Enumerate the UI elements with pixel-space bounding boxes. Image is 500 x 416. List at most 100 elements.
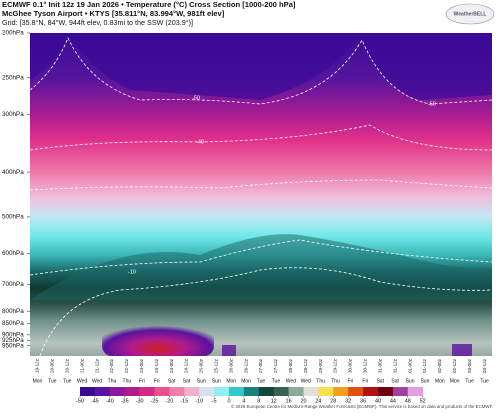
colorbar-tick-label: 36 [360, 398, 366, 404]
x-tick-label: 25-00z [199, 358, 204, 373]
weekday-label: Sat [168, 378, 176, 384]
weekday-label: Tue [465, 378, 474, 384]
colorbar-tick-label: -30 [136, 398, 144, 404]
x-tick-label: 25-12z [214, 358, 219, 373]
x-tick-label: 23-12z [154, 358, 159, 373]
x-tick-label: 03-12z [482, 358, 487, 373]
x-tick-label: 26-00z [228, 358, 233, 373]
weekday-label: Wed [77, 378, 87, 384]
y-tick-label: 400hPa [2, 169, 24, 176]
colorbar-segment [363, 387, 379, 396]
colorbar-segment [124, 387, 140, 396]
contour-line [39, 267, 493, 357]
weekday-label: Sat [376, 378, 384, 384]
colorbar-segment [214, 387, 230, 396]
logo: WeatherBELL [454, 11, 487, 17]
colorbar-tick-label: -25 [151, 398, 159, 404]
x-tick-label: 19-12z [35, 358, 40, 373]
colorbar-segment [229, 387, 245, 396]
x-tick-label: 28-00z [288, 358, 293, 373]
x-tick-label: 27-00z [258, 358, 263, 373]
x-tick-label: 02-00z [437, 358, 442, 373]
colorbar-segment [154, 387, 170, 396]
x-tick-label: 26-12z [243, 358, 248, 373]
cold-core [30, 33, 492, 100]
weekday-label: Sun [406, 378, 415, 384]
x-tick-label: 03-00z [467, 358, 472, 373]
x-tick-label: 31-00z [377, 358, 382, 373]
x-tick-label: 30-12z [363, 358, 368, 373]
contour-label: -50 [192, 95, 200, 101]
logo-badge [445, 3, 495, 25]
x-tick-label: 29-12z [333, 358, 338, 373]
y-tick-label: 800hPa [2, 308, 24, 315]
weekday-label: Tue [257, 378, 266, 384]
grid-info: Grid: [35.8°N, 84°W, 944ft elev, 0.83mi … [2, 18, 193, 27]
colorbar-tick-label: 0 [227, 398, 230, 404]
weekday-label: Sat [391, 378, 399, 384]
weekday-label: Thu [123, 378, 132, 384]
colorbar-tick-label: -5 [212, 398, 217, 404]
weekday-label: Sat [183, 378, 191, 384]
x-tick-label: 24-12z [184, 358, 189, 373]
colorbar-segment [288, 387, 304, 396]
y-tick-label: 700hPa [2, 281, 24, 288]
colorbar-tick-label: -40 [106, 398, 114, 404]
weekday-label: Tue [480, 378, 489, 384]
weekday-label: Wed [286, 378, 296, 384]
weekday-label: Wed [92, 378, 102, 384]
colorbar-segment [392, 387, 409, 396]
colorbar-segment [199, 387, 215, 396]
colorbar-segment [333, 387, 349, 396]
warm-blob [102, 318, 214, 356]
title: ECMWF 0.1° Init 12z 19 Jan 2026 • Temper… [2, 0, 296, 9]
contours [29, 37, 493, 357]
y-tick-label: 200hPa [2, 30, 24, 37]
colorbar-tick-label: -15 [180, 398, 188, 404]
x-tick-label: 20-12z [64, 358, 69, 373]
y-tick-label: 925hPa [2, 337, 24, 344]
y-tick-label: 850hPa [2, 320, 24, 327]
x-tick-label: 30-00z [348, 358, 353, 373]
footer: © 2026 European Centre for Medium-Range … [231, 404, 493, 409]
colorbar-segment [378, 387, 394, 396]
colorbar-tick-label: 16 [286, 398, 292, 404]
weekday-label: Thu [108, 378, 117, 384]
colorbar-tick-label: -10 [195, 398, 203, 404]
weekday-label: Tue [48, 378, 57, 384]
colorbar-tick-label: 20 [300, 398, 306, 404]
x-tick-label: 27-12z [273, 358, 278, 373]
colorbar-segment [94, 387, 111, 396]
y-tick-label: 300hPa [2, 111, 24, 118]
x-tick-label: 28-12z [303, 358, 308, 373]
x-tick-label: 22-00z [109, 358, 114, 373]
colorbar-tick-label: 8 [257, 398, 260, 404]
colorbar-tick-label: 44 [390, 398, 396, 404]
colorbar-segment [318, 387, 334, 396]
y-tick-label: 250hPa [2, 74, 24, 81]
weekday-label: Thu [331, 378, 340, 384]
weekday-label: Fri [139, 378, 145, 384]
field [29, 33, 493, 357]
colorbar-tick-label: 24 [315, 398, 321, 404]
warm-blob [222, 345, 236, 356]
x-tick-label: 01-00z [407, 358, 412, 373]
colorbar-segment [258, 387, 274, 396]
x-tick-label: 24-00z [169, 358, 174, 373]
weekday-label: Tue [272, 378, 281, 384]
x-tick-label: 22-12z [124, 358, 129, 373]
colorbar-tick-label: 32 [345, 398, 351, 404]
weekday-label: Mon [450, 378, 460, 384]
weekday-label: Fri [154, 378, 160, 384]
colorbar-segment [80, 387, 96, 396]
x-tick-label: 21-12z [94, 358, 99, 373]
x-tick-label: 23-00z [139, 358, 144, 373]
weekday-label: Sun [212, 378, 221, 384]
ridge-band [30, 234, 492, 300]
contour-label: -10 [128, 269, 136, 275]
colorbar-tick-label: -50 [76, 398, 84, 404]
y-tick-label: 500hPa [2, 214, 24, 221]
colorbar-segment [303, 387, 319, 396]
weekday-label: Fri [362, 378, 368, 384]
